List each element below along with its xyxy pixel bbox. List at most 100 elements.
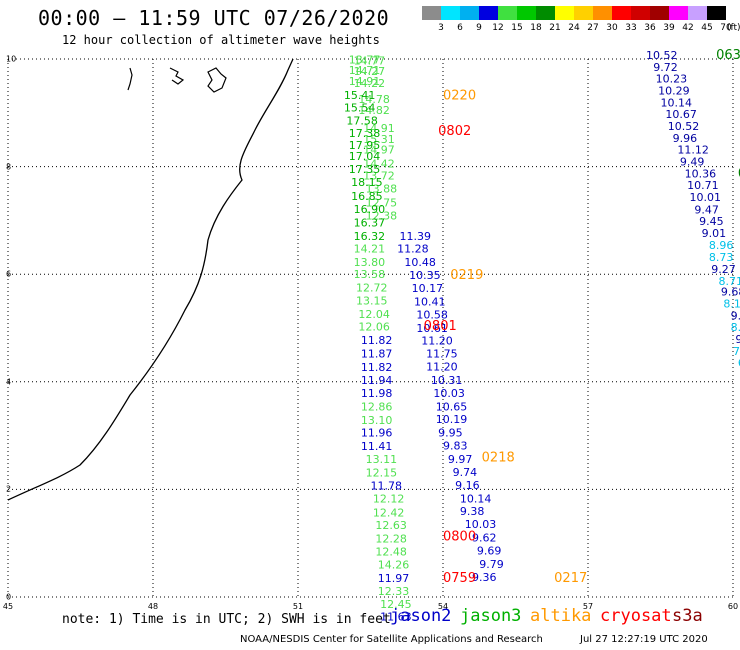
wave-height-value: 12.38 xyxy=(366,209,398,222)
wave-height-value: 12.63 xyxy=(375,519,407,532)
wave-height-value: 11.94 xyxy=(361,374,393,387)
wave-height-value: 10.52 xyxy=(646,49,678,62)
pass-time-label: 0800 xyxy=(443,530,476,545)
pass-time-labels: 0220 0802 0219 0801 0218 0800 0759 0217 0630 063 xyxy=(424,48,740,586)
wave-height-value: 12.72 xyxy=(356,281,388,294)
credit-line: NOAA/NESDIS Center for Satellite Applica… xyxy=(240,634,543,645)
wave-height-value: 11.75 xyxy=(426,348,458,361)
pass-time-label: 063 xyxy=(738,166,740,181)
wave-height-value: 9.16 xyxy=(455,479,480,492)
satellite-legend-item: jason3 xyxy=(460,606,522,626)
color-level-label: 27 xyxy=(587,23,599,33)
color-swatch xyxy=(479,6,498,20)
wave-height-value: 11.20 xyxy=(426,361,458,374)
wave-height-value: 12.12 xyxy=(373,492,405,505)
wave-height-value: 12.04 xyxy=(358,308,390,321)
wave-height-value: 17.95 xyxy=(349,139,381,152)
wave-height-value: 12.28 xyxy=(375,533,407,546)
longitude-tick: 48 xyxy=(147,602,159,611)
wave-height-value: 10.03 xyxy=(465,518,497,531)
wave-height-value: 14.71 xyxy=(349,64,381,77)
wave-height-value: 8.11 xyxy=(723,298,740,311)
pass-time-label: 0219 xyxy=(450,268,483,283)
wave-height-value: 11.63 xyxy=(380,611,412,624)
wave-height-value: 9.01 xyxy=(702,227,727,240)
latitude-tick: 0 xyxy=(6,592,12,602)
wave-height-value: 7.6 xyxy=(733,345,740,358)
color-swatch xyxy=(669,6,688,20)
coastline xyxy=(7,58,294,501)
wave-height-value: 11.41 xyxy=(361,440,393,453)
wave-height-value: 9.96 xyxy=(673,132,698,145)
satellite-legend-item: s3a xyxy=(672,606,703,626)
wave-height-value: 12.45 xyxy=(380,598,412,611)
latitude-tick: 10 xyxy=(6,54,17,64)
wave-height-value: 12.33 xyxy=(378,585,410,598)
wave-height-value: 11.97 xyxy=(378,572,410,585)
pass-time-label: 0630 xyxy=(716,48,740,63)
wave-height-value: 10.29 xyxy=(658,85,690,98)
wave-height-value: 12.42 xyxy=(373,506,405,519)
wave-height-value: 9.79 xyxy=(479,558,504,571)
longitude-tick: 45 xyxy=(2,602,14,611)
wave-height-value: 13.11 xyxy=(366,453,398,466)
wave-height-value: 9.49 xyxy=(680,156,705,169)
wave-height-value: 16.90 xyxy=(354,203,386,216)
latitude-tick: 8 xyxy=(6,162,12,172)
island-outline xyxy=(169,67,185,85)
color-level-label: 12 xyxy=(492,23,504,33)
longitude-tick: 51 xyxy=(292,602,304,611)
wave-height-value: 10.35 xyxy=(409,269,441,282)
color-swatch xyxy=(536,6,555,20)
color-swatch xyxy=(441,6,460,20)
color-unit-label: (ft) xyxy=(727,23,740,33)
wave-height-value: 10.52 xyxy=(668,120,700,133)
wave-height-value: 10.61 xyxy=(416,322,448,335)
wave-height-value: 14.78 xyxy=(358,93,390,106)
color-swatch xyxy=(688,6,707,20)
color-swatch xyxy=(422,6,441,20)
island-outline xyxy=(127,67,133,91)
wave-height-value: 10.17 xyxy=(412,282,444,295)
wave-height-value: 12.86 xyxy=(361,400,393,413)
wave-height-value: 11.87 xyxy=(361,348,393,361)
map-grid xyxy=(7,58,734,598)
color-level-label: 24 xyxy=(568,23,580,33)
pass-time-label: 0801 xyxy=(424,319,457,334)
wave-height-value: 9.95 xyxy=(438,427,463,440)
wave-height-value: 11.39 xyxy=(400,230,432,243)
wave-height-value: 9.83 xyxy=(443,440,468,453)
wave-height-value: 13.80 xyxy=(354,256,386,269)
wave-height-value: 11.82 xyxy=(361,334,393,347)
wave-height-value: 9.38 xyxy=(460,505,485,518)
color-level-label: 39 xyxy=(663,23,675,33)
wave-height-value: 13.72 xyxy=(363,170,395,183)
wave-height-value: 11.12 xyxy=(677,144,709,157)
wave-height-value: 9.9 xyxy=(735,333,740,346)
wave-height-value: 12.48 xyxy=(375,546,407,559)
pass-time-label: 0220 xyxy=(443,88,476,103)
wave-height-value: 14.22 xyxy=(354,77,386,90)
color-level-label: 9 xyxy=(476,23,482,33)
wave-height-value: 11.78 xyxy=(371,479,403,492)
color-level-label: 6 xyxy=(457,23,463,33)
wave-height-value: 10.65 xyxy=(436,400,468,413)
color-swatch xyxy=(631,6,650,20)
wave-height-value: 18.15 xyxy=(351,176,383,189)
wave-height-value: 10.48 xyxy=(404,256,436,269)
wave-height-value: 14.82 xyxy=(358,104,390,117)
island-outline xyxy=(207,67,227,93)
wave-height-value: 6 xyxy=(738,357,740,370)
wave-height-value: 16.32 xyxy=(354,230,386,243)
satellite-legend-item: cryosat xyxy=(600,606,672,626)
map-subtitle: 12 hour collection of altimeter wave hei… xyxy=(62,33,380,47)
wave-height-value: 10.03 xyxy=(433,387,465,400)
color-level-label: 15 xyxy=(511,23,523,33)
pass-time-label: 0759 xyxy=(443,571,476,586)
satellite-legend-item: altika xyxy=(530,606,592,626)
pass-time-label: 0218 xyxy=(482,450,515,465)
satellite-legend-item: jason2 xyxy=(390,606,452,626)
color-swatch xyxy=(460,6,479,20)
wave-height-value: 9.62 xyxy=(472,532,497,545)
